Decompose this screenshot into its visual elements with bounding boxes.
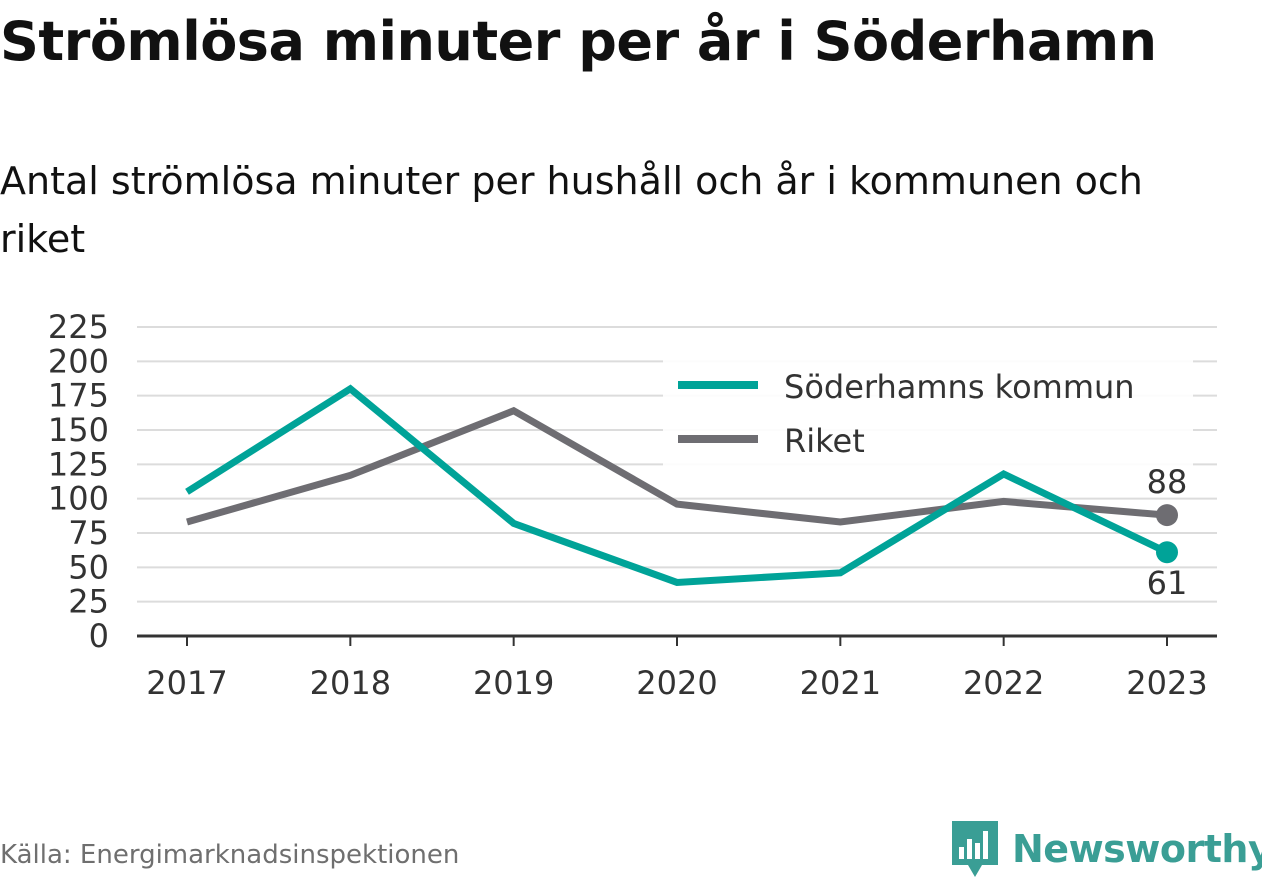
x-axis: 2017 2018 2019 2020 2021 2022 2023 — [137, 634, 1217, 702]
x-tick-label: 2019 — [473, 664, 554, 702]
end-value-labels: 61 88 — [1147, 463, 1188, 602]
legend-label-riket: Riket — [784, 422, 865, 460]
x-tick-label: 2018 — [310, 664, 391, 702]
y-tick-label: 175 — [48, 377, 109, 415]
series-line-1 — [186, 406, 1168, 526]
y-tick-label: 125 — [48, 445, 109, 483]
newsworthy-logo-icon — [952, 821, 998, 877]
y-tick-label: 75 — [68, 514, 109, 552]
x-tick-label: 2017 — [146, 664, 227, 702]
legend-background — [663, 358, 1193, 468]
series-endpoint-1 — [1156, 504, 1178, 527]
end-label-0: 61 — [1147, 564, 1188, 602]
series-line-0 — [185, 384, 1169, 586]
series-endpoint-0 — [1156, 541, 1178, 564]
x-tick-label: 2022 — [963, 664, 1044, 702]
y-tick-label: 25 — [68, 583, 109, 621]
y-tick-label: 100 — [48, 480, 109, 518]
series-lines — [185, 384, 1178, 586]
y-tick-label: 225 — [48, 308, 109, 346]
legend: Söderhamns kommun Riket — [663, 358, 1193, 468]
y-tick-label: 150 — [48, 411, 109, 449]
y-tick-label: 200 — [48, 342, 109, 380]
brand-logo: Newsworthy — [950, 818, 1262, 880]
y-tick-label: 50 — [68, 548, 109, 586]
end-label-1: 88 — [1147, 463, 1188, 501]
x-tick-label: 2020 — [636, 664, 717, 702]
chart-title: Strömlösa minuter per år i Söderhamn — [0, 10, 1157, 73]
y-tick-label: 0 — [89, 617, 109, 655]
brand-name: Newsworthy — [1012, 827, 1262, 871]
chart-subtitle: Antal strömlösa minuter per hushåll och … — [0, 159, 1143, 261]
x-tick-label: 2021 — [800, 664, 881, 702]
legend-label-soderhamn: Söderhamns kommun — [784, 368, 1135, 406]
x-tick-label: 2023 — [1126, 664, 1207, 702]
source-note: Källa: Energimarknadsinspektionen — [0, 840, 460, 870]
